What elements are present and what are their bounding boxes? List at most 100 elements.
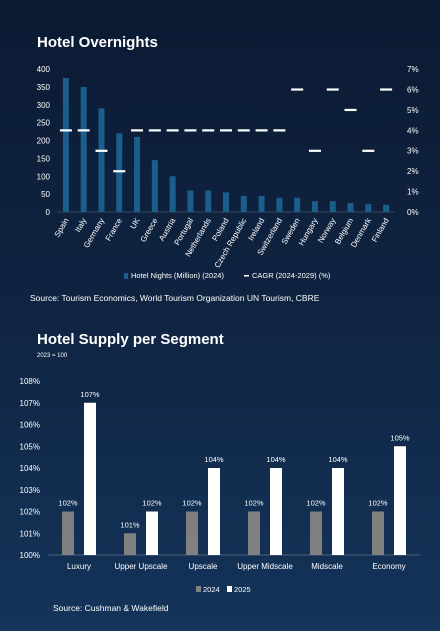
y2-tick-label: 0%: [407, 208, 419, 217]
cagr-marker: [184, 129, 197, 132]
cagr-marker: [380, 88, 393, 91]
y2-tick-label: 7%: [407, 65, 419, 74]
bar-hotel-nights: [223, 192, 229, 212]
bar-2024: [310, 511, 322, 555]
y-tick-label: 107%: [20, 399, 40, 408]
bar-hotel-nights: [151, 160, 158, 212]
bar-2025: [270, 468, 282, 555]
legend-swatch-bar: [124, 273, 128, 279]
cagr-marker: [166, 129, 179, 132]
y2-tick-label: 4%: [407, 126, 419, 135]
data-label: 102%: [142, 499, 162, 508]
y-tick-label: 200: [37, 137, 51, 146]
bar-2025: [394, 446, 406, 555]
y2-tick-label: 6%: [407, 85, 419, 94]
y-tick-label: 104%: [20, 464, 40, 473]
cagr-marker: [308, 149, 321, 152]
cagr-marker: [148, 129, 161, 132]
data-label: 102%: [58, 499, 78, 508]
bar-hotel-nights: [134, 136, 141, 212]
y2-tick-label: 5%: [407, 106, 419, 115]
bar-hotel-nights: [169, 176, 176, 212]
bar-2024: [124, 533, 136, 555]
y-tick-label: 101%: [20, 529, 40, 538]
chart-note: 2023 = 100: [37, 353, 68, 359]
bar-2025: [332, 468, 344, 555]
legend-label: 2025: [234, 585, 251, 594]
data-label: 107%: [80, 390, 100, 399]
x-tick-label: Finland: [370, 217, 391, 244]
y-tick-label: 350: [37, 83, 51, 92]
data-label: 104%: [204, 455, 224, 464]
legend-label: CAGR (2024-2029) (%): [252, 271, 331, 280]
x-tick-label: Greece: [139, 216, 160, 244]
x-tick-label: Spain: [53, 217, 71, 239]
cagr-marker: [131, 129, 144, 132]
legend-swatch-marker: [244, 275, 249, 277]
bar-hotel-nights: [98, 108, 105, 212]
x-tick-label: Luxury: [67, 562, 91, 571]
cagr-marker: [77, 129, 90, 132]
bar-2025: [146, 511, 158, 555]
bar-hotel-nights: [258, 195, 265, 212]
x-tick-label: Upscale: [189, 562, 218, 571]
y-tick-label: 100: [37, 172, 51, 181]
bar-2024: [186, 511, 198, 555]
x-tick-label: Upper Midscale: [237, 562, 293, 571]
cagr-marker: [202, 129, 215, 132]
y-tick-label: 50: [41, 190, 50, 199]
cagr-marker: [95, 149, 108, 152]
bar-hotel-nights: [329, 201, 336, 212]
y-tick-label: 300: [37, 101, 51, 110]
bar-2025: [208, 468, 220, 555]
cagr-marker: [59, 129, 72, 132]
bar-hotel-nights: [365, 204, 372, 212]
cagr-marker: [273, 129, 286, 132]
chart-source: Source: Tourism Economics, World Tourism…: [30, 293, 320, 303]
hotel-supply-chart: 100% 101% 102% 103% 104% 105% 106% 107% 108% 102%…: [20, 377, 420, 594]
bar-hotel-nights: [80, 86, 87, 212]
y-tick-label: 102%: [20, 508, 40, 517]
x-tick-label: France: [104, 216, 125, 243]
bar-hotel-nights: [187, 190, 194, 212]
bar-hotel-nights: [276, 197, 283, 212]
bar-hotel-nights: [116, 133, 123, 212]
bar-hotel-nights: [347, 203, 354, 212]
x-tick-label: Economy: [372, 562, 405, 571]
y-tick-label: 103%: [20, 486, 40, 495]
y2-tick-label: 1%: [407, 188, 419, 197]
y-tick-label: 106%: [20, 421, 40, 430]
cagr-marker: [237, 129, 250, 132]
data-label: 102%: [244, 499, 264, 508]
bar-2024: [62, 511, 74, 555]
bar-hotel-nights: [294, 197, 301, 212]
x-tick-label: UK: [128, 216, 142, 231]
y-tick-label: 100%: [20, 551, 40, 560]
data-label: 105%: [390, 433, 410, 442]
cagr-marker: [326, 88, 339, 91]
cagr-marker: [113, 170, 126, 173]
hotel-overnights-panel: Hotel Overnights 0 50 100 150 200 250 300 350 40…: [0, 0, 440, 315]
y-tick-label: 150: [37, 154, 51, 163]
data-label: 101%: [120, 520, 140, 529]
cagr-marker: [291, 88, 304, 91]
chart-title: Hotel Overnights: [37, 34, 158, 51]
cagr-marker: [220, 129, 232, 132]
bar-hotel-nights: [240, 195, 247, 212]
y-tick-label: 250: [37, 119, 51, 128]
x-tick-label: Italy: [73, 217, 88, 234]
chart-title: Hotel Supply per Segment: [37, 331, 224, 348]
chart-source: Source: Cushman & Wakefield: [53, 603, 169, 613]
bar-hotel-nights: [62, 77, 69, 212]
y-tick-label: 0: [46, 208, 51, 217]
bar-hotel-nights: [311, 201, 318, 212]
data-label: 102%: [368, 499, 388, 508]
legend-label: 2024: [203, 585, 220, 594]
y2-tick-label: 2%: [407, 167, 419, 176]
legend-label: Hotel Nights (Million) (2024): [131, 271, 224, 280]
y-tick-label: 105%: [20, 442, 40, 451]
legend-swatch-2025: [227, 586, 232, 592]
bar-hotel-nights: [205, 190, 212, 212]
cagr-marker: [344, 108, 357, 112]
legend-swatch-2024: [196, 586, 201, 592]
